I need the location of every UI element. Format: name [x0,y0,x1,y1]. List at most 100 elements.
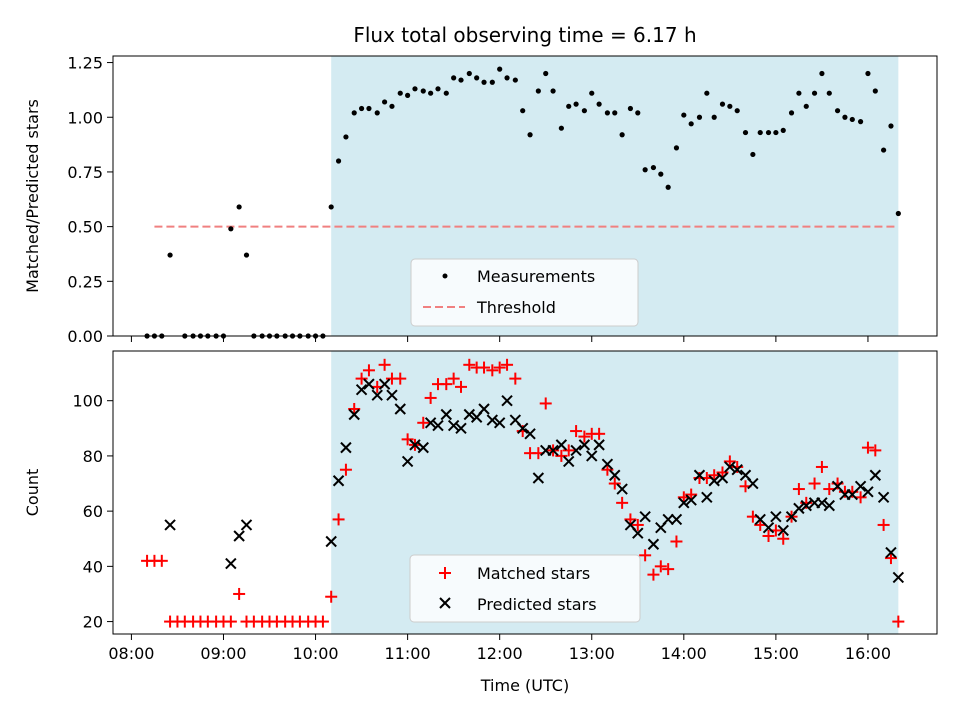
ratio-y-ticks: 0.00 0.25 0.50 0.75 1.00 1.25 [67,54,113,346]
matched-stars-point [624,513,637,526]
measurements-point [857,119,864,125]
predicted-stars-point [401,455,414,468]
predicted-stars-point [609,469,621,481]
measurements-point [742,129,749,136]
predicted-stars-point [678,497,690,509]
predicted-stars-point [378,378,391,390]
measurements-point [596,101,602,107]
predicted-stars-point [432,419,444,432]
count-y-tick-label: 100 [72,392,103,411]
measurements-point [435,86,441,92]
count-y-axis-label: Count [23,469,42,517]
predicted-stars-point [593,439,605,451]
legend-measurements-label: Measurements [477,267,595,286]
predicted-stars-point [447,419,460,432]
predicted-stars-point [869,469,882,481]
measurements-point [527,132,533,138]
predicted-stars-point [164,519,176,531]
measurements-point [872,88,878,94]
predicted-stars-point [747,477,759,490]
predicted-stars-point [355,383,368,396]
legend-matched-marker [439,567,451,579]
matched-stars-point [608,477,621,490]
predicted-stars-point [532,472,545,484]
measurement-points [144,66,901,339]
measurements-point [566,103,572,109]
measurements-point [604,110,611,116]
predicted-stars-point [386,389,398,401]
matched-stars-point [892,615,905,628]
measurements-point [612,110,618,116]
predicted-stars-point [486,414,499,426]
measurements-point [243,252,250,258]
matched-stars-point [316,615,329,628]
x-tick-label: 09:00 [200,644,246,663]
matched-stars-point [570,425,583,438]
matched-stars-point [325,590,338,603]
measurements-point [474,75,480,81]
predicted-stars-point [616,483,628,495]
matched-stars-point [654,560,667,573]
measurements-point [520,108,526,114]
predicted-stars-point [463,408,476,421]
predicted-stars-point [816,497,828,509]
measurements-point [451,75,457,81]
ratio-y-tick-label: 0.75 [67,163,103,182]
matched-stars-point [716,466,729,479]
ratio-y-tick-label: 0.50 [67,218,103,237]
measurements-point [351,110,357,116]
predicted-stars-point [823,499,835,512]
measurements-point [543,70,549,77]
measurements-point [719,101,726,107]
measurements-point [750,151,756,158]
predicted-stars-point [233,530,245,542]
predicted-stars-point [409,439,421,451]
predicted-stars-point [417,441,429,454]
x-tick-label: 08:00 [108,644,154,663]
matched-stars-point [578,430,591,443]
count-x-ticks: 08:00 09:00 10:00 11:00 12:00 13:00 14:00 15:00… [108,634,891,663]
legend-threshold-label: Threshold [476,298,556,317]
matched-stars-point [233,587,246,600]
predicted-stars-point [563,455,575,468]
matched-stars-point [355,372,368,385]
predicted-stars-point [685,494,697,506]
matched-stars-point [440,378,453,391]
matched-stars-point [348,402,361,415]
measurements-point [397,90,403,96]
predicted-stars-point [501,394,513,407]
measurements-point [757,129,763,136]
matched-stars-point [823,483,836,496]
matched-stars-point [339,463,352,476]
measurements-point [405,92,411,98]
matched-stars-point [509,372,522,385]
legend-predicted-label: Predicted stars [477,595,597,614]
measurements-point [389,103,395,109]
predicted-stars-point [701,491,713,504]
predicted-stars-point [632,527,644,539]
predicted-stars-point [348,408,360,421]
matched-stars-point [224,615,237,628]
ratio-legend: Measurements Threshold [410,258,639,327]
matched-stars-point [685,488,698,501]
measurements-point [366,105,372,112]
predicted-stars-point [762,521,775,534]
measurements-point [895,210,901,217]
matched-stars-point [362,364,375,377]
matched-stars-point [378,358,391,371]
predicted-stars-point [724,461,736,473]
predicted-stars-point [225,557,237,570]
measurements-point [826,90,832,96]
matched-stars-point [854,491,867,504]
count-y-ticks: 20 40 60 80 100 [72,392,113,632]
predicted-stars-point [854,480,867,492]
predicted-stars-point [708,475,720,487]
predicted-stars-point [639,510,651,523]
predicted-stars-point [424,417,437,429]
predicted-stars-point [478,403,490,415]
measurements-point [443,90,449,96]
predicted-stars-point [877,491,890,504]
measurements-point [335,158,342,164]
measurements-point [888,123,894,129]
measurements-point [420,88,426,94]
